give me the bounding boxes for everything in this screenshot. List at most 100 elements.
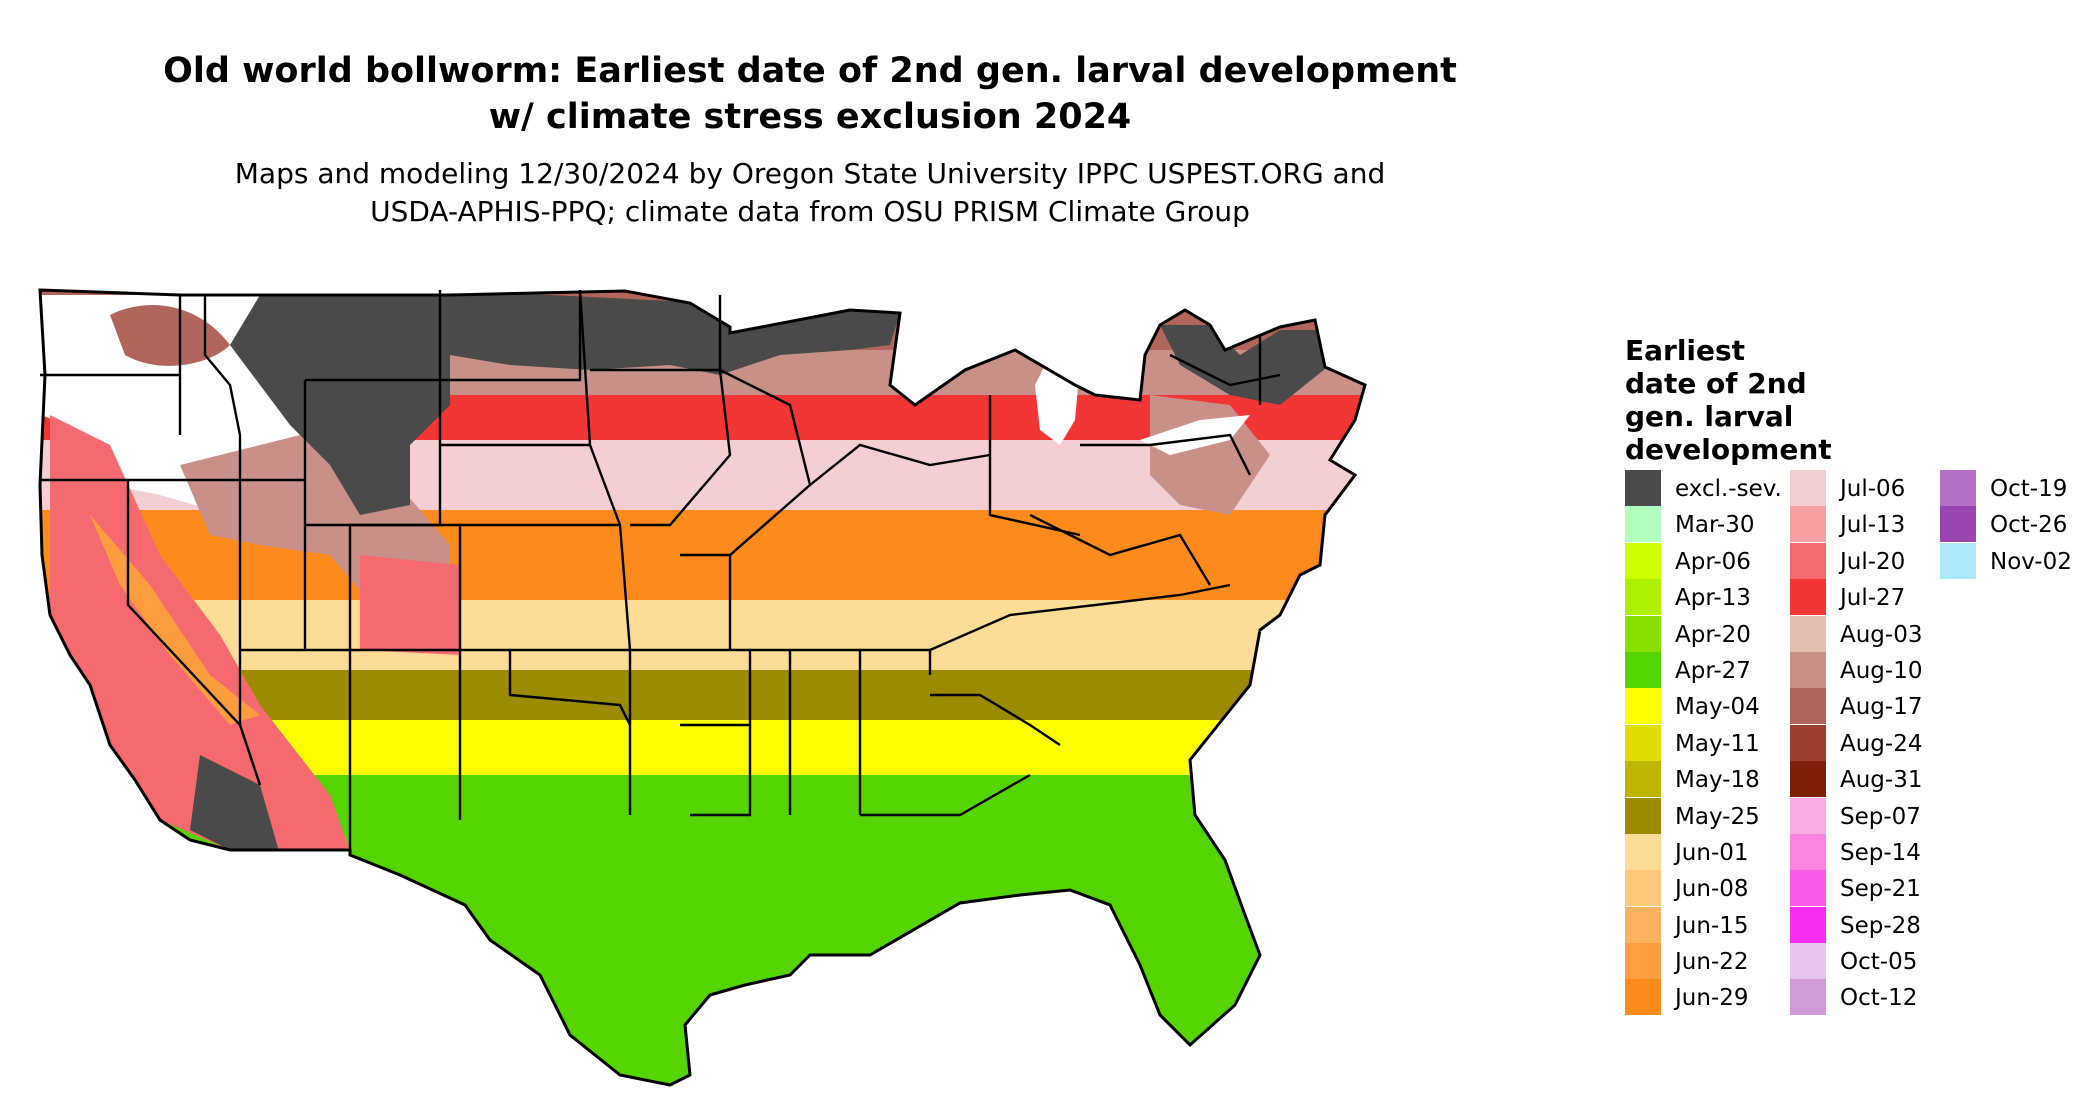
legend-label: Jul-13 — [1840, 512, 1906, 539]
legend-label: Jun-29 — [1675, 985, 1749, 1012]
michigan-north-white — [1070, 315, 1125, 355]
boundary-nd-sd — [440, 290, 582, 382]
california-jul-region — [50, 415, 350, 850]
legend-swatch — [1790, 506, 1826, 543]
new-england-excluded-region — [1160, 325, 1330, 405]
boundary-mississippi-west — [578, 289, 632, 815]
us-map — [38, 288, 1367, 1087]
legend-label: Oct-12 — [1840, 985, 1918, 1012]
title-line-2: w/ climate stress exclusion 2024 — [488, 97, 1132, 137]
legend-title-line: development — [1625, 433, 1832, 466]
title-line-1: Old world bollworm: Earliest date of 2nd… — [163, 51, 1457, 91]
band-jun-light — [40, 600, 1365, 670]
legend-label: Aug-03 — [1840, 621, 1923, 648]
legend-label: Apr-27 — [1675, 657, 1751, 684]
legend-swatch — [1790, 906, 1826, 943]
legend-swatch — [1625, 470, 1661, 506]
legend-label: Aug-10 — [1840, 657, 1923, 684]
legend-label: May-25 — [1675, 803, 1760, 830]
rockies-excluded-region — [230, 295, 450, 515]
legend-label: Jun-01 — [1675, 839, 1749, 866]
legend-label: Aug-31 — [1840, 767, 1923, 794]
legend-label: Sep-07 — [1840, 803, 1921, 830]
legend-swatch — [1790, 615, 1826, 652]
chart-title: Old world bollworm: Earliest date of 2nd… — [0, 48, 1620, 140]
legend-label: Jul-27 — [1840, 585, 1906, 612]
legend-label: Jul-06 — [1840, 476, 1906, 502]
legend-label: Oct-26 — [1990, 512, 2068, 539]
legend-label: Jun-08 — [1675, 876, 1749, 903]
legend-swatch — [1790, 979, 1826, 1016]
legend-swatch — [1790, 579, 1826, 616]
legend-swatch — [1940, 506, 1976, 543]
legend-swatch — [1940, 470, 1976, 506]
boundary-nc-north — [929, 583, 1231, 652]
boundary-id-mt — [203, 295, 242, 480]
legend-label: Apr-20 — [1675, 621, 1751, 648]
chart-subtitle: Maps and modeling 12/30/2024 by Oregon S… — [0, 155, 1620, 231]
legend-swatch — [1625, 943, 1661, 980]
legend-label: Jul-20 — [1840, 548, 1906, 575]
legend-swatch — [1790, 870, 1826, 907]
boundary-ny — [1169, 353, 1281, 387]
southwest-jul-region — [360, 555, 460, 655]
map-fill — [40, 290, 1365, 1085]
legend-swatch — [1940, 542, 1976, 579]
legend-swatch — [1625, 542, 1661, 579]
central-valley-jun-region — [90, 515, 260, 725]
legend-label: Sep-21 — [1840, 876, 1921, 903]
legend-swatch — [1625, 979, 1661, 1016]
legend-label: Aug-24 — [1840, 730, 1923, 757]
boundary-ca-nv — [126, 480, 262, 786]
state-boundaries — [40, 289, 1281, 855]
legend-label: Oct-19 — [1990, 476, 2068, 502]
lake-erie — [1140, 415, 1250, 455]
legend-title: Earliest date of 2nd gen. larval develop… — [1625, 334, 1895, 466]
legend-swatch — [1625, 615, 1661, 652]
legend-swatch — [1625, 579, 1661, 616]
legend-swatch — [1625, 833, 1661, 870]
boundary-iowa-mn — [590, 368, 732, 527]
boundary-arkansas — [630, 648, 752, 727]
legend-swatch — [1625, 506, 1661, 543]
boundary-louisiana — [690, 725, 752, 817]
legend-label: Sep-28 — [1840, 912, 1921, 939]
arizona-excluded-region — [190, 755, 280, 855]
legend-swatch — [1790, 688, 1826, 725]
legend-swatch — [1790, 542, 1826, 579]
legend-label: Apr-13 — [1675, 585, 1751, 612]
legend-label: May-18 — [1675, 767, 1760, 794]
legend-label: Aug-17 — [1840, 694, 1923, 721]
legend-swatch — [1790, 651, 1826, 688]
boundary-ohio — [988, 395, 1081, 537]
boundary-ok-tx — [508, 650, 632, 726]
legend-swatch — [1790, 797, 1826, 834]
legend-label: Oct-05 — [1840, 949, 1918, 976]
legend-swatch — [1625, 688, 1661, 725]
legend-swatch — [1625, 724, 1661, 761]
boundary-pennsylvania — [1080, 433, 1252, 476]
northwest-aug-patch — [110, 305, 230, 366]
boundary-ohio-river — [809, 443, 991, 486]
legend-label: Jun-22 — [1675, 949, 1749, 976]
subtitle-line-2: USDA-APHIS-PPQ; climate data from OSU PR… — [370, 195, 1250, 228]
boundary-va-wv — [1029, 513, 1212, 586]
legend-swatch — [1790, 470, 1826, 506]
legend-title-line: gen. larval — [1625, 400, 1794, 433]
legend-label: Nov-02 — [1990, 548, 2072, 575]
legend-title-line: date of 2nd — [1625, 367, 1807, 400]
legend-label: Mar-30 — [1675, 512, 1755, 539]
legend-swatch — [1790, 833, 1826, 870]
legend-label: excl.-sev. — [1675, 476, 1782, 502]
legend-swatch — [1625, 906, 1661, 943]
legend-swatch — [1790, 724, 1826, 761]
legend-swatch — [1625, 761, 1661, 798]
legend-label: May-11 — [1675, 730, 1760, 757]
legend-label: Jun-15 — [1675, 912, 1749, 939]
legend-title-line: Earliest — [1625, 334, 1746, 367]
legend-swatch — [1625, 651, 1661, 688]
lake-michigan — [1035, 345, 1080, 445]
legend-label: May-04 — [1675, 694, 1760, 721]
legend-swatch — [1790, 943, 1826, 980]
legend-swatch — [1790, 761, 1826, 798]
